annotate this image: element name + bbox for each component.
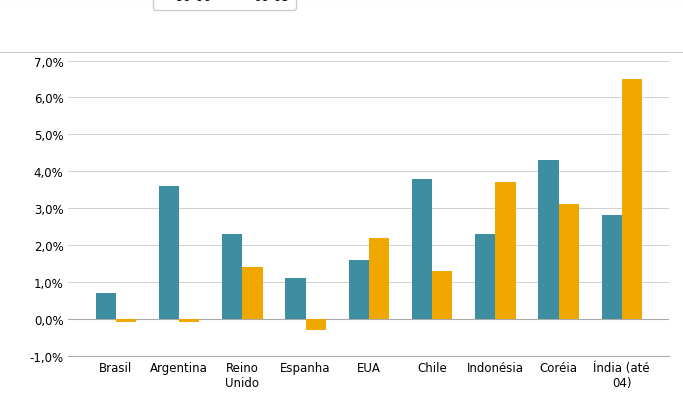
- Bar: [179, 319, 199, 323]
- Bar: [475, 234, 495, 319]
- Bar: [159, 187, 179, 319]
- Bar: [285, 279, 305, 319]
- Bar: [96, 293, 116, 319]
- Bar: [622, 80, 642, 319]
- Bar: [432, 271, 452, 319]
- Bar: [305, 319, 326, 330]
- Bar: [222, 234, 242, 319]
- Bar: [559, 205, 579, 319]
- Bar: [369, 238, 389, 319]
- Bar: [412, 179, 432, 319]
- Legend: 90-00, 00-05: 90-00, 00-05: [153, 0, 296, 11]
- Bar: [348, 260, 369, 319]
- Bar: [116, 319, 136, 323]
- Bar: [495, 183, 516, 319]
- Bar: [242, 267, 262, 319]
- Bar: [602, 216, 622, 319]
- Bar: [538, 161, 559, 319]
